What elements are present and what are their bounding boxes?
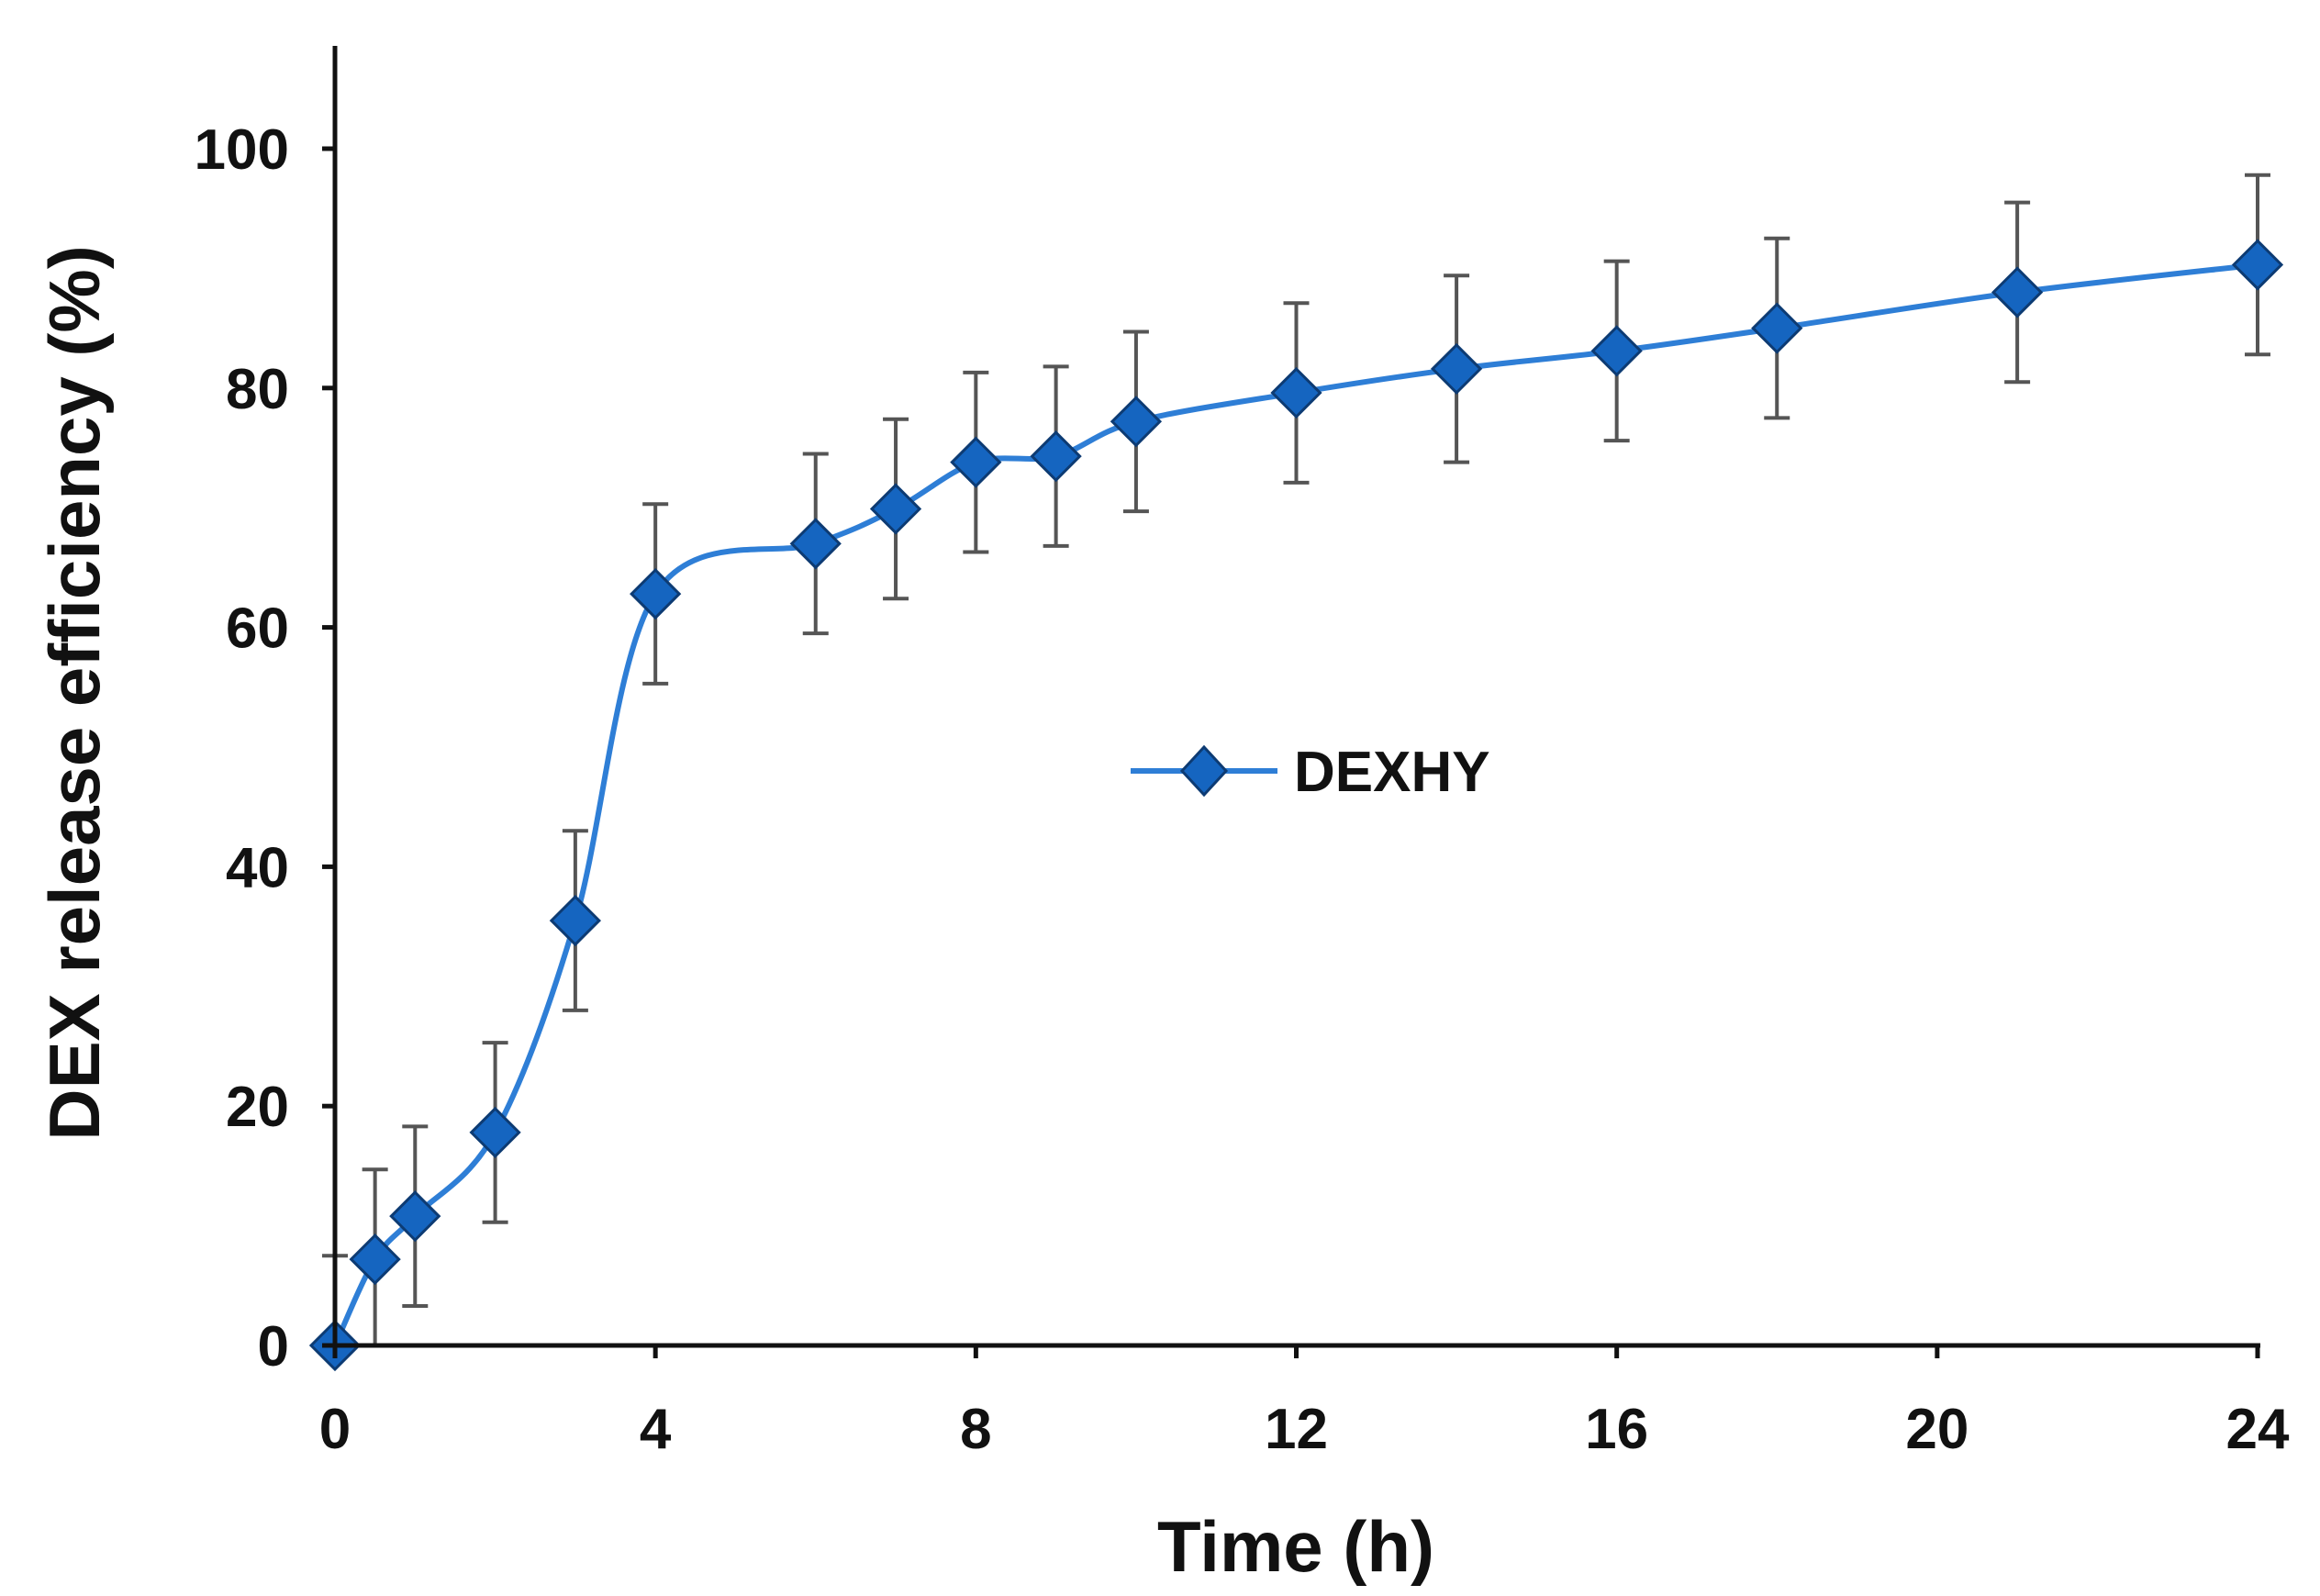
y-tick-label: 80 [226, 358, 289, 421]
data-point-marker [1110, 396, 1163, 448]
data-point-marker [1991, 266, 2044, 318]
y-tick-label: 60 [226, 597, 289, 661]
data-point-marker [549, 894, 601, 947]
data-point-marker [1751, 302, 1803, 354]
x-tick-label: 16 [1585, 1398, 1648, 1461]
x-axis-title: Time (h) [1157, 1506, 1434, 1587]
y-axis-title: DEX release efficiency (%) [34, 245, 115, 1140]
legend-marker-diamond [1179, 744, 1229, 798]
data-point-marker [1590, 325, 1643, 377]
data-point-marker [789, 518, 842, 570]
y-tick-label: 100 [195, 118, 289, 182]
data-point-marker [869, 483, 922, 535]
x-axis-ticks: 0 4 8 12 16 20 24 [319, 1345, 2290, 1461]
x-tick-label: 20 [1905, 1398, 1969, 1461]
axes [332, 46, 2260, 1348]
y-tick-label: 20 [226, 1076, 289, 1139]
x-tick-label: 8 [960, 1398, 991, 1461]
data-point-marker [1030, 430, 1082, 483]
x-tick-label: 4 [640, 1398, 672, 1461]
y-tick-label: 40 [226, 836, 289, 899]
data-point-marker [630, 567, 682, 620]
y-axis-ticks: 0 20 40 60 80 100 [195, 118, 335, 1378]
x-tick-label: 0 [319, 1398, 351, 1461]
data-point-marker [349, 1233, 401, 1286]
legend: DEXHY [1131, 741, 1490, 804]
data-point-marker [469, 1106, 521, 1159]
x-tick-label: 24 [2226, 1398, 2290, 1461]
data-point-marker [1430, 342, 1483, 396]
x-tick-label: 12 [1265, 1398, 1328, 1461]
data-point-marker [389, 1190, 441, 1243]
legend-label-dexhy: DEXHY [1294, 741, 1490, 804]
data-point-marker [2231, 239, 2284, 291]
data-point-marker [950, 436, 1002, 488]
data-point-marker [1270, 366, 1322, 419]
series-markers [308, 239, 2284, 1372]
y-tick-label: 0 [258, 1315, 289, 1378]
